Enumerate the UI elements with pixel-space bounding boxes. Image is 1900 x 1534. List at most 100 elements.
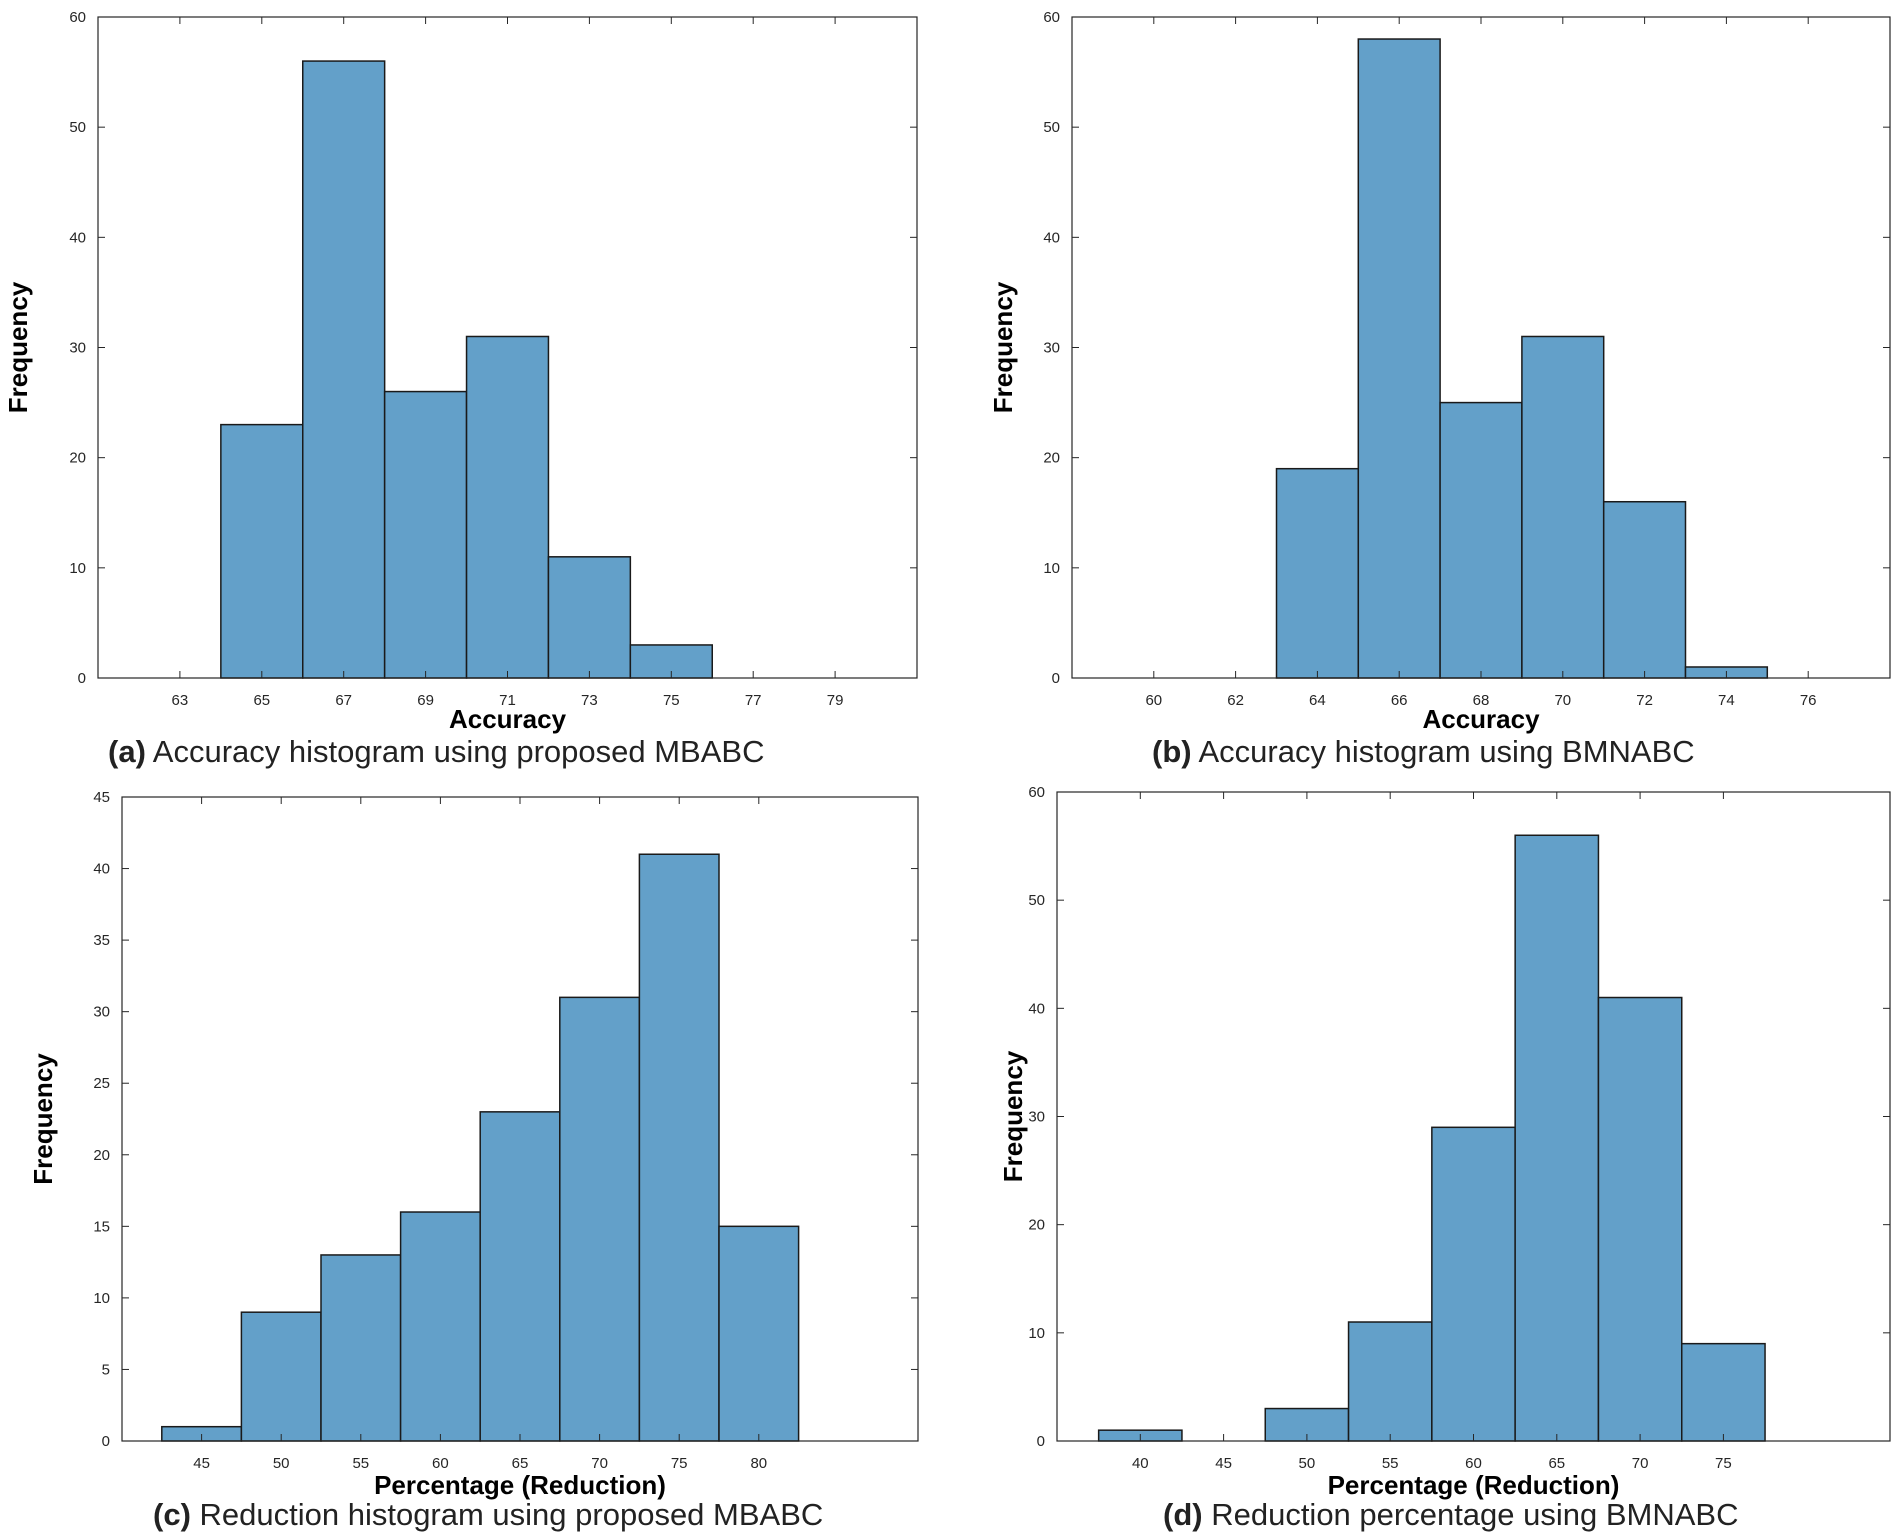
y-tick-label: 20 — [93, 1147, 110, 1164]
histogram-bar — [1521, 335, 1605, 679]
histogram-bar — [465, 335, 550, 679]
histogram-bar — [479, 1111, 561, 1442]
y-tick-label: 10 — [93, 1290, 110, 1307]
histogram-bar — [1357, 38, 1441, 679]
y-tick-label: 35 — [93, 932, 110, 949]
histogram-bar — [1514, 834, 1600, 1442]
x-tick-label: 55 — [1382, 1455, 1399, 1472]
y-tick-label: 45 — [93, 789, 110, 806]
histogram-bar — [320, 1254, 402, 1442]
histogram-bar — [1275, 467, 1360, 679]
y-tick-label: 50 — [1043, 119, 1060, 136]
chart-panel-d: 0 10 20 30 40 50 60 40 45 50 55 60 65 70 75 Percentage … — [998, 784, 1891, 1532]
x-tick-label: 65 — [1548, 1455, 1565, 1472]
y-tick-label: 10 — [69, 560, 86, 577]
x-tick-label: 71 — [499, 692, 516, 709]
y-tick-label: 40 — [69, 229, 86, 246]
histogram-bar — [1597, 996, 1683, 1442]
y-axis-label: Frequency — [28, 1053, 58, 1185]
x-axis-label: Accuracy — [1422, 704, 1540, 734]
caption-text: Accuracy histogram using BMNABC — [1192, 734, 1695, 769]
x-tick-label: 45 — [1215, 1455, 1232, 1472]
x-tick-label: 65 — [512, 1455, 529, 1472]
y-tick-label: 0 — [78, 670, 86, 687]
chart-panel-b: 0 10 20 30 40 50 60 60 62 64 66 68 70 72 74 76 Accuracy F… — [988, 9, 1891, 769]
caption-text: Reduction histogram using proposed MBABC — [191, 1497, 823, 1532]
x-tick-label: 60 — [432, 1455, 449, 1472]
histogram-bar — [1431, 1126, 1516, 1442]
histogram-bar — [1602, 500, 1687, 679]
y-tick-label: 5 — [102, 1361, 110, 1378]
y-axis-label: Frequency — [988, 281, 1018, 413]
y-tick-label: 25 — [93, 1075, 110, 1092]
x-axis-label: Percentage (Reduction) — [374, 1470, 666, 1500]
x-tick-label: 64 — [1309, 692, 1326, 709]
histogram-bar — [240, 1311, 322, 1442]
histogram-bar — [1439, 401, 1523, 679]
panel-caption: (d) Reduction percentage using BMNABC — [1163, 1497, 1739, 1532]
y-tick-label: 60 — [1043, 9, 1060, 26]
x-tick-label: 40 — [1132, 1455, 1149, 1472]
x-tick-label: 50 — [273, 1455, 290, 1472]
y-tick-label: 20 — [1028, 1217, 1045, 1234]
x-tick-label: 50 — [1299, 1455, 1316, 1472]
panel-caption: (c) Reduction histogram using proposed M… — [153, 1497, 823, 1532]
histogram-bar — [383, 390, 468, 679]
caption-label: (b) — [1152, 734, 1192, 769]
y-tick-label: 40 — [1043, 229, 1060, 246]
x-axis-label: Accuracy — [449, 704, 567, 734]
y-tick-label: 15 — [93, 1218, 110, 1235]
y-axis-label: Frequency — [998, 1050, 1028, 1182]
y-tick-label: 0 — [102, 1433, 110, 1450]
x-tick-label: 68 — [1473, 692, 1490, 709]
caption-label: (c) — [153, 1497, 191, 1532]
x-tick-label: 69 — [417, 692, 434, 709]
x-tick-label: 76 — [1800, 692, 1817, 709]
x-axis-label: Percentage (Reduction) — [1328, 1470, 1620, 1500]
histogram-bar — [547, 556, 632, 679]
panel-caption: (b) Accuracy histogram using BMNABC — [1152, 734, 1695, 769]
histogram-bar — [399, 1211, 481, 1442]
y-axis-label: Frequency — [3, 281, 33, 413]
x-tick-label: 70 — [1554, 692, 1571, 709]
chart-panel-c: 0 5 10 15 20 25 30 35 40 45 45 50 55 60 65 70 75 80 Percen… — [28, 789, 919, 1532]
x-tick-label: 60 — [1145, 692, 1162, 709]
y-tick-label: 10 — [1043, 560, 1060, 577]
histogram-bar — [1681, 1342, 1766, 1442]
histogram-bar — [638, 853, 720, 1442]
histogram-bar — [559, 996, 641, 1442]
y-tick-label: 30 — [93, 1004, 110, 1021]
x-tick-label: 70 — [591, 1455, 608, 1472]
x-tick-label: 60 — [1465, 1455, 1482, 1472]
x-tick-label: 80 — [750, 1455, 767, 1472]
caption-text: Reduction percentage using BMNABC — [1203, 1497, 1739, 1532]
y-tick-label: 40 — [1028, 1000, 1045, 1017]
y-tick-label: 40 — [93, 861, 110, 878]
x-tick-label: 79 — [827, 692, 844, 709]
x-tick-label: 63 — [172, 692, 189, 709]
x-tick-label: 73 — [581, 692, 598, 709]
x-tick-label: 65 — [253, 692, 270, 709]
panel-caption: (a) Accuracy histogram using proposed MB… — [108, 734, 764, 769]
histogram-bar — [220, 423, 304, 679]
caption-text: Accuracy histogram using proposed MBABC — [146, 734, 765, 769]
x-tick-label: 62 — [1227, 692, 1244, 709]
x-tick-label: 67 — [335, 692, 352, 709]
histogram-bar — [302, 60, 386, 679]
caption-label: (d) — [1163, 1497, 1203, 1532]
y-tick-label: 30 — [1043, 340, 1060, 357]
y-tick-label: 30 — [69, 340, 86, 357]
x-tick-label: 70 — [1632, 1455, 1649, 1472]
y-tick-label: 60 — [69, 9, 86, 26]
x-tick-label: 66 — [1391, 692, 1408, 709]
y-tick-label: 0 — [1037, 1433, 1045, 1450]
x-tick-label: 77 — [745, 692, 762, 709]
x-tick-label: 75 — [663, 692, 680, 709]
histogram-bar — [718, 1225, 800, 1442]
y-tick-label: 20 — [1043, 450, 1060, 467]
x-tick-label: 75 — [671, 1455, 688, 1472]
histogram-bar — [1347, 1321, 1433, 1442]
y-tick-label: 0 — [1052, 670, 1060, 687]
caption-label: (a) — [108, 734, 146, 769]
